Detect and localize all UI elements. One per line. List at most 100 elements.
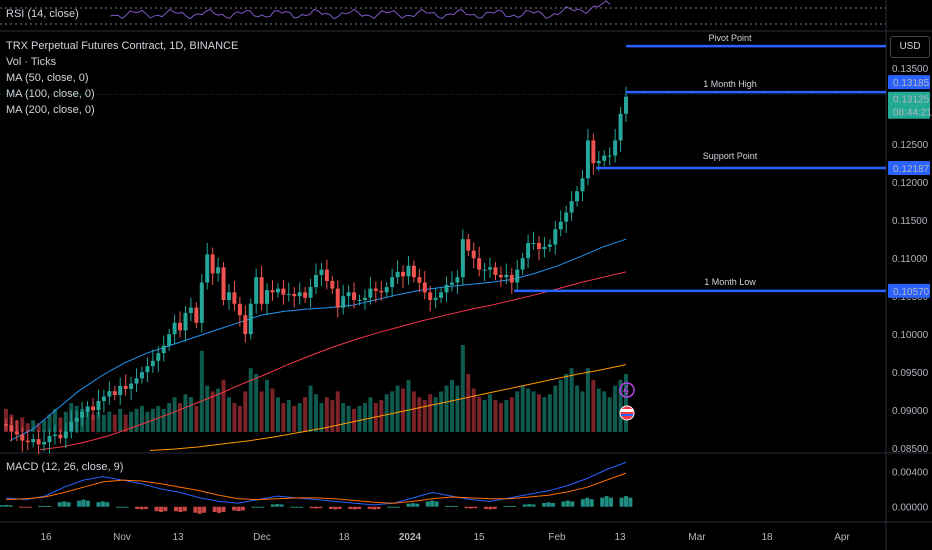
candle-body (199, 282, 204, 323)
candle-body (395, 271, 400, 278)
lightning-icon (622, 384, 629, 396)
candle-body (243, 315, 248, 335)
candle-body (428, 292, 433, 300)
macd-histogram-bar (38, 505, 43, 507)
macd-histogram-bar (527, 504, 532, 507)
volume-bar (368, 397, 373, 432)
volume-bar (471, 388, 476, 432)
candle-body (379, 290, 384, 293)
candle-body (471, 250, 476, 259)
candle-body (591, 140, 596, 164)
volume-bar (373, 403, 378, 432)
candle-body (237, 303, 242, 316)
volume-bar (96, 411, 101, 432)
macd-histogram-bar (561, 501, 566, 507)
macd-histogram-bar (299, 506, 304, 508)
macd-histogram-bar (454, 505, 459, 507)
volume-bar (428, 394, 433, 432)
volume-bar (324, 397, 329, 432)
volume-bar (493, 400, 498, 432)
volume-bar (390, 391, 395, 432)
candle-body (569, 201, 574, 213)
time-label: 18 (338, 532, 350, 543)
candle-body (618, 113, 623, 141)
candle-body (161, 345, 166, 354)
macd-histogram-bar (469, 506, 473, 509)
level-label-month-low: 1 Month Low (704, 277, 756, 287)
volume-bar (205, 385, 210, 432)
macd-histogram-bar (387, 506, 392, 508)
macd-histogram-bar (604, 496, 609, 507)
macd-signal-line (5, 472, 627, 504)
volume-bar (488, 394, 493, 432)
ma200-label: MA (200, close, 0) (6, 104, 95, 116)
macd-histogram-bar (619, 497, 624, 507)
price-tick: 0.09000 (892, 406, 929, 417)
macd-histogram-bar (348, 506, 353, 509)
volume-bar (63, 411, 68, 432)
macd-histogram-bar (197, 506, 202, 514)
macd-histogram-bar (105, 502, 110, 507)
volume-bar (602, 391, 607, 432)
macd-histogram-bar (251, 506, 256, 508)
candle-body (259, 277, 264, 304)
price-tick: 0.12000 (892, 178, 929, 189)
volume-bar (20, 417, 25, 432)
volume-bar (42, 420, 47, 432)
macd-histogram-bar (23, 506, 28, 508)
macd-histogram-bar (0, 505, 4, 507)
price-tick: 0.11500 (892, 216, 928, 227)
candle-body (254, 277, 259, 304)
volume-bar (520, 385, 525, 432)
candle-body (449, 282, 454, 285)
macd-histogram-bar (18, 506, 23, 508)
candle-body (341, 296, 346, 308)
candle-body (444, 284, 449, 293)
candle-body (411, 265, 416, 278)
candle-body (384, 287, 389, 293)
candle-body (493, 267, 498, 275)
volume-bar (101, 414, 106, 432)
candle-body (613, 140, 618, 156)
volume-bar (292, 405, 297, 432)
candle-body (226, 292, 231, 300)
macd-line (5, 461, 627, 506)
badge-last-price: 0.13125 (893, 95, 930, 106)
volume-bar (265, 379, 270, 432)
volume-bar (134, 408, 139, 432)
macd-histogram-bar (77, 500, 82, 507)
macd-histogram-bar (57, 502, 62, 507)
candle-body (324, 269, 329, 281)
candle-body (265, 290, 270, 304)
candle-body (156, 353, 161, 361)
volume-bar (226, 397, 231, 432)
volume-bar (624, 374, 628, 432)
candle-body (319, 269, 324, 275)
volume-bar (216, 388, 221, 432)
candle-body (188, 307, 193, 313)
badge-month-low: 0.10570 (893, 287, 930, 298)
candle-body (346, 292, 351, 297)
macd-histogram-bar (483, 506, 488, 509)
candle-body (167, 334, 172, 346)
candle-body (607, 155, 612, 157)
volume-bar (25, 423, 30, 432)
macd-tick: 0.00400 (892, 467, 929, 478)
macd-histogram-bar (492, 506, 497, 509)
macd-histogram-bar (550, 502, 555, 507)
volume-bar (357, 405, 362, 432)
macd-histogram-bar (212, 506, 217, 512)
candle-body (542, 246, 547, 250)
candle-body (553, 229, 558, 245)
volume-bar (542, 397, 547, 432)
macd-histogram-bar (580, 499, 585, 507)
volume-bar (58, 417, 63, 432)
macd-histogram-bar (135, 506, 140, 509)
currency-button[interactable]: USD (890, 36, 930, 58)
candle-body (439, 292, 444, 298)
ma100-label: MA (100, close, 0) (6, 88, 95, 100)
volume-bar (254, 374, 259, 432)
volume-bar (362, 403, 367, 432)
macd-histogram-bar (507, 505, 512, 507)
